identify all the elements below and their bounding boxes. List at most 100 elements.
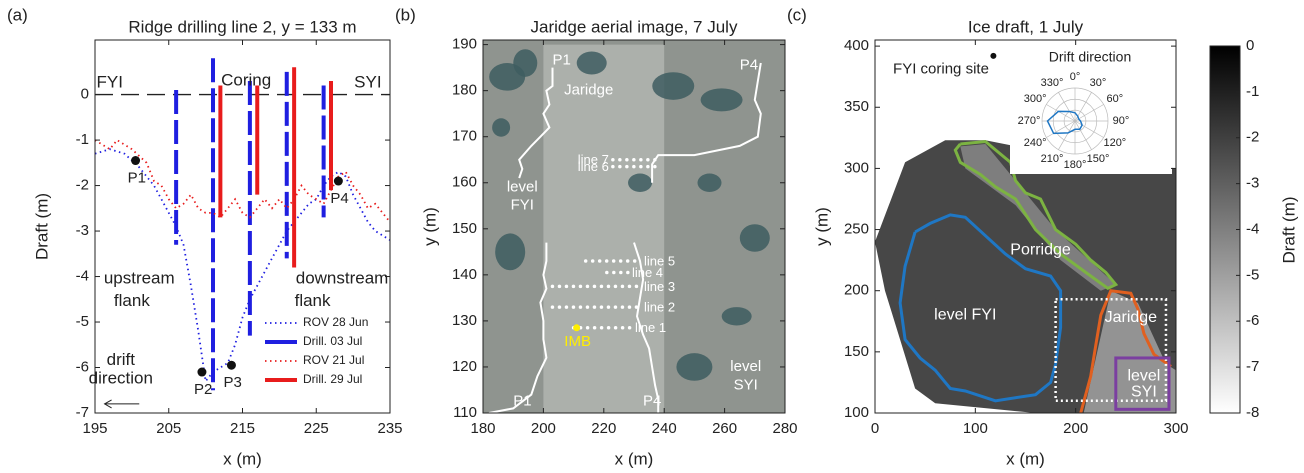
image-pond [513,49,537,77]
legend-label: Drill. 03 Jul [303,334,362,348]
y-tick-label: 150 [452,220,477,237]
y-tick-label: 190 [452,36,477,53]
y-tick-label: 130 [452,312,477,329]
x-tick-label: 180 [470,420,495,437]
colorbar [1210,46,1240,413]
y-axis-label: y (m) [812,207,831,246]
y-tick-label: 200 [844,282,869,299]
coring-site [990,53,996,59]
colorbar-label: Draft (m) [1279,196,1298,263]
drill-line-label: line 1 [635,320,666,335]
polar-tick-label: 150° [1087,153,1110,165]
image-pond [577,52,607,75]
x-tick-label: 240 [652,420,677,437]
point [227,361,236,370]
x-tick-label: 220 [591,420,616,437]
y-tick-label: 300 [844,159,869,176]
coring-site-label: FYI coring site [893,60,989,77]
y-tick-label: 150 [844,343,869,360]
chart-title: Ice draft, 1 July [968,17,1084,36]
annotation: P4 [740,56,758,73]
annotation: SYI [1131,383,1157,400]
annotation: Coring [221,70,271,89]
annotation: direction [89,368,153,387]
x-axis-label: x (m) [1006,449,1045,468]
x-tick-label: 280 [772,420,797,437]
image-pond [495,233,525,270]
polar-tick-label: 270° [1018,115,1041,127]
polar-tick-label: 120° [1103,137,1126,149]
y-axis-label: y (m) [420,207,439,246]
imb-label: IMB [564,333,591,350]
image-pond [676,353,712,381]
y-tick-label: 120 [452,358,477,375]
image-pond [628,174,652,192]
image-pond [492,118,510,136]
annotation: level FYI [934,306,996,323]
x-tick-label: 205 [156,420,181,437]
point [334,177,343,186]
annotation: SYI [734,376,758,393]
polar-tick-label: 90° [1113,115,1130,127]
x-tick-label: 260 [712,420,737,437]
colorbar-tick-label: 0 [1246,37,1254,54]
x-tick-label: 215 [230,420,255,437]
panel-label: (a) [7,5,28,24]
polar-tick-label: 240° [1024,137,1047,149]
imb-point [573,324,580,331]
legend-label: Drill. 29 Jul [303,372,362,386]
y-tick-label: 170 [452,128,477,145]
colorbar-tick-label: -3 [1246,175,1259,192]
y-tick-label: 110 [453,404,477,421]
colorbar-tick-label: -8 [1246,404,1259,421]
x-axis-label: x (m) [615,449,654,468]
drill-line-label: line 6 [578,159,609,174]
x-tick-label: 200 [531,420,556,437]
panel-label: (c) [787,5,807,24]
y-tick-label: -3 [76,222,89,239]
y-tick-label: 180 [452,82,477,99]
colorbar-tick-label: -6 [1246,312,1259,329]
y-tick-label: 350 [844,98,869,115]
y-tick-label: 160 [452,174,477,191]
legend-label: ROV 21 Jul [303,353,364,367]
annotation: P4 [643,392,661,409]
inset-title: Drift direction [1049,49,1131,65]
figure: P1P2P3P4FYICoringSYIupstreamflankdownstr… [0,0,1304,473]
annotation: level [730,358,761,375]
polar-tick-label: 210° [1041,153,1064,165]
image-pond [722,307,752,325]
y-tick-label: 100 [844,404,869,421]
drill-line-label: line 4 [632,265,663,280]
annotation: level [507,178,538,195]
polar-tick-label: 30° [1090,77,1107,89]
annotation: FYI [511,197,534,214]
image-pond [740,224,770,252]
y-axis-label: Draft (m) [32,193,51,260]
polar-tick-label: 0° [1070,71,1081,83]
y-tick-label: -1 [76,131,89,148]
annotation: P1 [552,52,570,69]
annotation: flank [295,291,331,310]
image-ridge [543,45,664,413]
y-tick-label: -6 [76,358,89,375]
point-label: P4 [330,190,348,207]
polar-tick-label: 180° [1064,159,1087,171]
annotation: upstream [104,268,175,287]
x-tick-label: 195 [82,420,107,437]
colorbar-tick-label: -5 [1246,266,1259,283]
annotation: drift [107,350,136,369]
x-tick-label: 100 [963,420,988,437]
polar-tick-label: 330° [1041,77,1064,89]
point [197,368,206,377]
drill-line-label: line 3 [644,279,675,294]
chart-title: Ridge drilling line 2, y = 133 m [128,17,356,36]
y-tick-label: 250 [844,221,869,238]
colorbar-tick-label: -2 [1246,129,1259,146]
colorbar-tick-label: -7 [1246,358,1259,375]
annotation: FYI [97,73,123,92]
drill-line-label: line 2 [644,300,675,315]
image-pond [701,88,743,111]
annotation: flank [114,291,150,310]
point-label: P2 [194,381,212,398]
